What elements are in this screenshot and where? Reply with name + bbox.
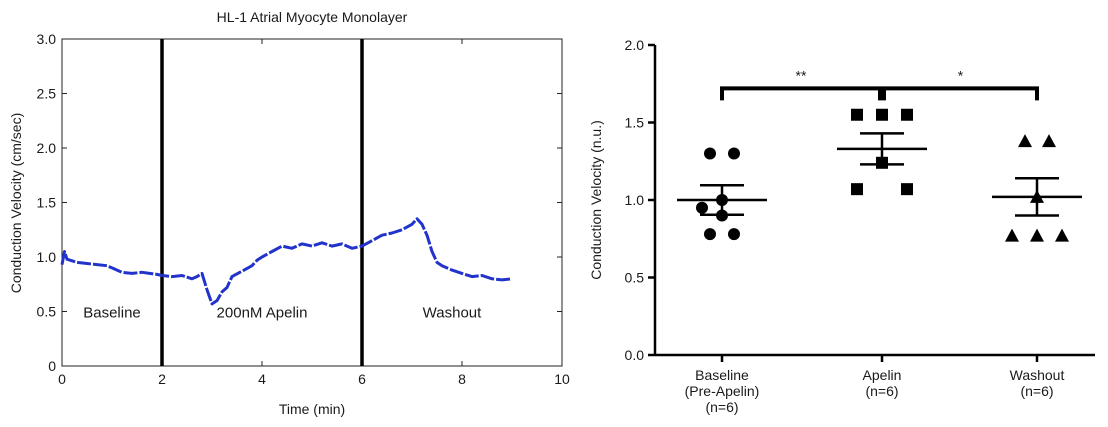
left-x-tick-label: 10 [554,371,570,387]
data-point-circle [696,201,708,214]
left-y-tick-label: 2.5 [37,86,57,102]
data-point-square [851,108,863,121]
significance-label: * [958,67,964,83]
data-point-circle [704,228,716,241]
left-y-tick-label: 1.5 [37,195,57,211]
right-x-tick-label: (n=6) [1020,383,1053,399]
left-x-tick-label: 2 [158,371,166,387]
right-x-tick-label: (n=6) [865,383,898,399]
significance-bracket [882,86,1039,101]
right-x-tick-label: Washout [1010,367,1065,383]
data-point-circle [728,147,740,160]
data-point-triangle [1018,134,1032,148]
right-y-axis-label: Conduction Velocity (n.u.) [588,120,604,280]
right-y-tick-label: 2.0 [625,37,645,53]
right-x-tick-label: (Pre-Apelin) [685,383,760,399]
left-x-axis-label: Time (min) [279,401,345,417]
left-y-tick-label: 1.0 [37,249,57,265]
left-x-tick-label: 0 [58,371,66,387]
data-point-triangle [1055,228,1069,242]
left-x-tick-label: 8 [458,371,466,387]
data-point-triangle [1030,228,1044,242]
data-point-square [901,183,913,196]
data-point-circle [704,147,716,160]
data-point-triangle [1005,228,1019,242]
left-plot-area: 0 2 4 6 8 10 0 0.5 1.0 1.5 2.0 2.5 3.0 Baseline 200nM … [37,31,570,387]
left-chart-title: HL-1 Atrial Myocyte Monolayer [217,9,408,25]
left-x-tick-label: 6 [358,371,366,387]
left-y-tick-label: 3.0 [37,31,57,47]
left-y-tick-label: 0 [48,358,56,374]
left-x-tick-label: 4 [258,371,266,387]
right-x-tick-label: Apelin [863,367,902,383]
conduction-velocity-line [60,217,513,306]
data-point-circle [728,228,740,241]
left-y-tick-label: 0.5 [37,304,57,320]
right-y-tick-label: 0.0 [625,347,645,363]
data-point-square [901,108,913,121]
right-y-tick-label: 1.0 [625,192,645,208]
right-plot-area: 0.00.51.01.52.0Baseline(Pre-Apelin)(n=6)… [625,37,1095,415]
phase-label: Baseline [83,305,141,322]
right-x-tick-label: Baseline [695,367,749,383]
phase-label: Washout [423,305,482,322]
data-point-square [851,183,863,196]
right-y-tick-label: 1.5 [625,115,645,131]
data-point-triangle [1042,134,1056,148]
phase-label: 200nM Apelin [217,305,308,322]
right-x-tick-label: (n=6) [705,399,738,415]
right-y-tick-label: 0.5 [625,270,645,286]
data-point-square [876,108,888,121]
significance-bracket [720,86,882,101]
left-y-axis-label: Conduction Velocity (cm/sec) [8,113,24,294]
left-y-tick-label: 2.0 [37,140,57,156]
significance-label: ** [796,67,807,83]
